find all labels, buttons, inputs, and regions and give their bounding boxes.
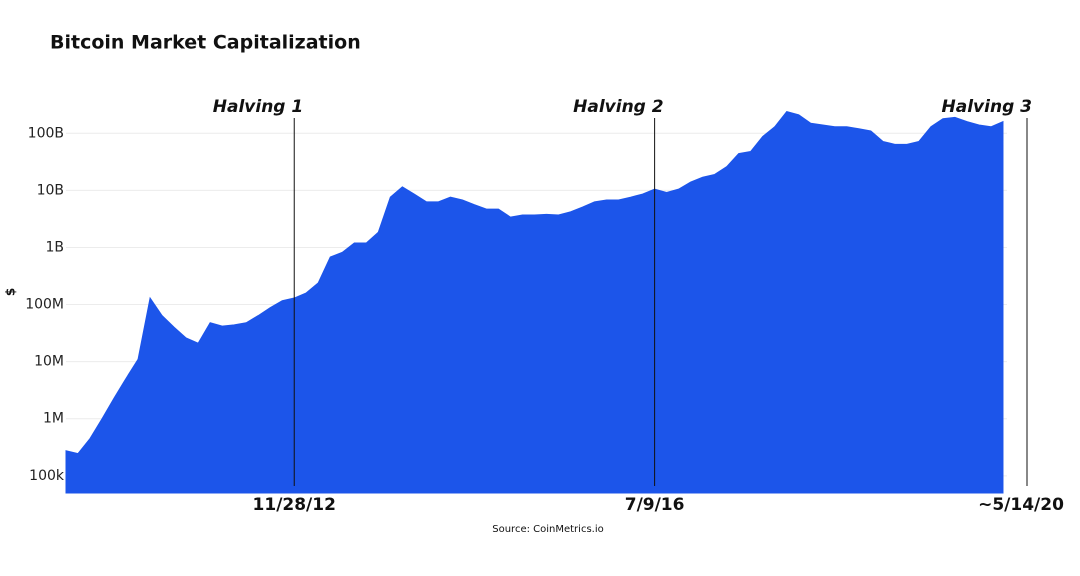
- x-tick-label: 7/9/16: [625, 495, 685, 515]
- y-tick-label: 1M: [43, 411, 64, 427]
- annotation: Halving 1: [213, 97, 303, 117]
- annotation: Halving 3: [942, 97, 1032, 117]
- y-tick-label: 10M: [34, 354, 64, 370]
- source-note: Source: CoinMetrics.io: [492, 524, 603, 535]
- x-tick-label: ~5/14/20: [978, 495, 1064, 515]
- y-tick-label: 100k: [29, 468, 65, 484]
- chart-title: Bitcoin Market Capitalization: [50, 32, 361, 54]
- y-tick-label: 100M: [25, 297, 64, 313]
- x-tick-label: 11/28/12: [253, 495, 336, 515]
- y-tick-label: 1B: [45, 239, 64, 255]
- y-tick-label: 10B: [37, 182, 64, 198]
- area: [65, 111, 1004, 494]
- y-axis-label: $: [4, 288, 18, 296]
- annotation: Halving 2: [573, 97, 663, 117]
- y-tick-label: 100B: [28, 125, 64, 141]
